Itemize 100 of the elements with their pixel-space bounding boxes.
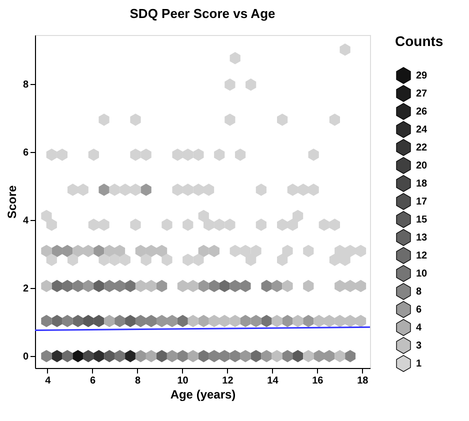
point [240,314,251,328]
legend-label: 26 [416,106,428,118]
point [82,244,94,258]
point [303,314,314,328]
point [104,350,115,362]
point [72,244,84,258]
point [334,280,346,292]
point [344,314,356,328]
point [303,280,314,292]
point [208,244,220,258]
point [324,350,335,362]
point [334,350,346,362]
point [72,280,84,292]
point [166,314,178,328]
x-tick-label: 14 [267,376,279,386]
legend-label: 1 [416,358,422,370]
y-tick-label: 2 [22,284,29,295]
point [146,244,157,258]
point [230,350,240,362]
x-tick-label: 6 [90,376,96,386]
point [41,350,52,362]
point [104,314,115,328]
point [125,314,136,328]
chart-title: SDQ Peer Score vs Age [130,6,276,21]
point [146,314,157,328]
x-tick-label: 8 [135,376,142,386]
point [188,314,198,328]
point [177,314,188,328]
point [62,280,73,292]
point [62,244,73,258]
point [272,314,282,328]
point [125,280,136,292]
point [230,314,240,328]
point [94,244,104,258]
point [41,280,52,292]
point [261,280,272,292]
point [250,350,262,362]
legend-label: 13 [416,232,428,244]
point [188,280,198,292]
point [98,184,110,196]
point [72,350,84,362]
y-tick-label: 4 [22,216,29,227]
point [41,314,52,328]
point [208,280,220,292]
point [114,280,126,292]
point [114,314,126,328]
point [104,280,115,292]
point [177,280,188,292]
point [208,350,220,362]
point [52,280,62,292]
point [219,314,230,328]
legend-title: Counts [395,33,444,49]
legend-label: 12 [416,250,428,262]
point [208,314,220,328]
point [282,280,293,292]
x-tick-label: 16 [312,376,324,386]
point [230,280,240,292]
point [52,314,62,328]
point [303,350,314,362]
point [344,350,356,362]
point [198,244,209,258]
point [146,350,157,362]
point [62,314,73,328]
point [240,350,251,362]
x-axis-title: Age (years) [170,388,236,402]
legend-label: 10 [416,268,428,280]
point [52,350,62,362]
point [250,314,262,328]
point [135,314,146,328]
point [355,280,366,292]
legend-label: 6 [416,304,422,316]
point [94,350,104,362]
point [114,350,126,362]
point [135,244,146,258]
y-tick-label: 8 [22,79,29,90]
point [282,350,293,362]
x-tick-label: 10 [177,376,189,386]
point [114,244,126,258]
point [292,350,304,362]
point [272,350,282,362]
point [198,314,209,328]
legend-label: 4 [416,322,422,334]
x-tick-label: 4 [45,376,52,386]
point [334,314,346,328]
point [125,350,136,362]
point [41,244,52,258]
point [344,280,356,292]
point [177,350,188,362]
legend-label: 8 [416,286,422,298]
point [292,314,304,328]
point [261,314,272,328]
legend-label: 18 [416,178,428,190]
point [156,244,168,258]
y-tick-label: 0 [22,352,29,363]
legend-label: 15 [416,214,428,226]
legend-label: 3 [416,340,422,352]
point [82,280,94,292]
point [82,350,94,362]
point [314,314,324,328]
point [72,314,84,328]
